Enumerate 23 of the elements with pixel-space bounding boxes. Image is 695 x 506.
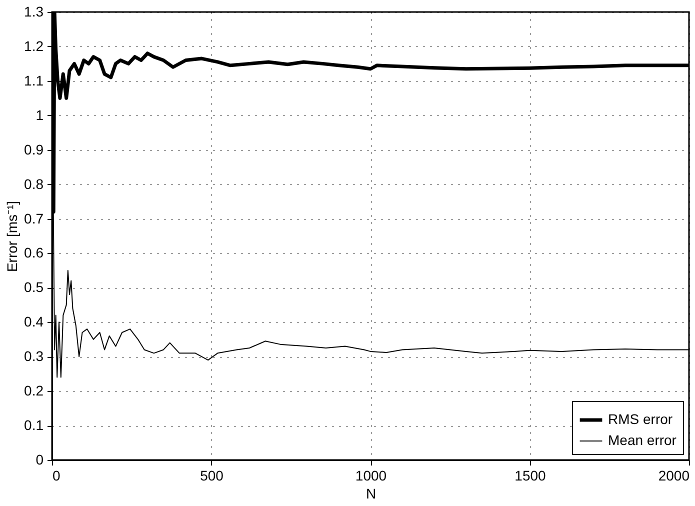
y-tick-label: 0.2 <box>24 382 44 399</box>
y-tick-label: 0.7 <box>24 210 44 226</box>
y-tick-label: 0.1 <box>24 417 44 434</box>
legend-label: Mean error <box>608 432 677 448</box>
y-tick-label: 1.1 <box>24 72 44 88</box>
x-tick-label: 2000 <box>658 468 690 484</box>
y-tick-label: 1.2 <box>24 38 44 54</box>
x-tick-label: 1000 <box>355 468 387 484</box>
y-tick-label: 0 <box>36 452 44 468</box>
y-tick-label: 0.5 <box>24 279 44 296</box>
x-tick-label: 1500 <box>514 468 546 484</box>
y-tick-label: 0.9 <box>24 141 44 158</box>
y-tick-label: 0.4 <box>24 314 44 330</box>
x-axis-title: N <box>366 486 376 502</box>
y-tick-label: 0.3 <box>24 348 44 364</box>
x-tick-label: 500 <box>200 468 224 484</box>
y-tick-label: 0.6 <box>24 244 44 261</box>
y-tick-label: 1 <box>36 106 44 123</box>
y-tick-label: 0.8 <box>24 176 44 192</box>
y-tick-label: 1.3 <box>24 4 44 20</box>
legend-label: RMS error <box>608 411 673 427</box>
x-tick-label: 0 <box>52 468 60 484</box>
y-axis-title: Error [ms⁻¹] <box>4 200 20 272</box>
